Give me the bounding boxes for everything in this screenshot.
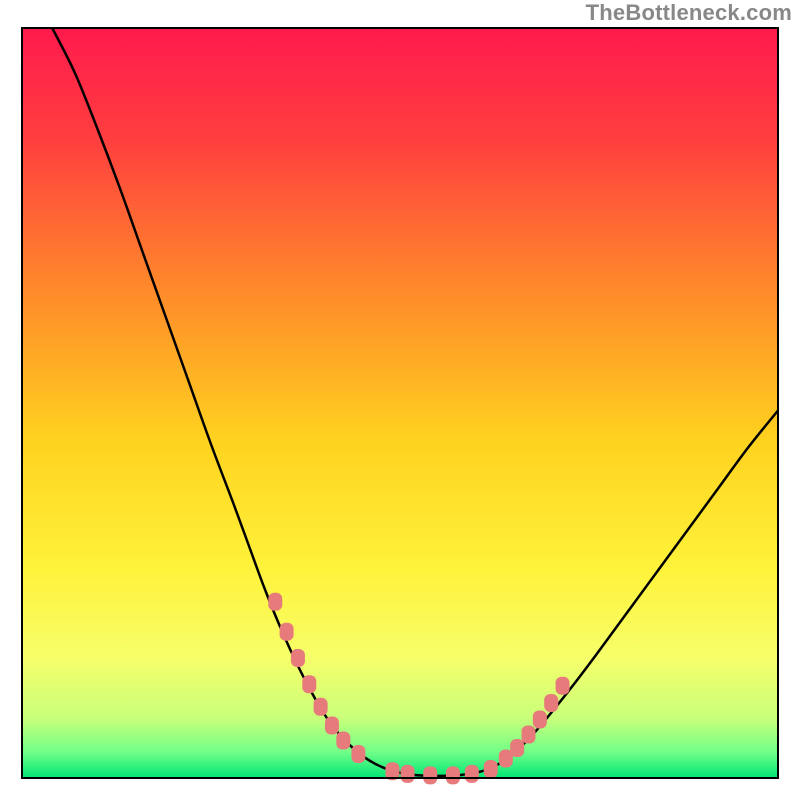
marker-bottom [446,766,460,784]
marker-bottom [465,765,479,783]
marker-bottom [484,760,498,778]
marker-left [314,698,328,716]
watermark-text: TheBottleneck.com [586,0,792,26]
chart-frame: TheBottleneck.com [0,0,800,800]
marker-right [544,694,558,712]
marker-right [556,677,570,695]
marker-left [291,649,305,667]
bottleneck-curve-chart [0,0,800,800]
marker-left [325,717,339,735]
marker-bottom [401,765,415,783]
marker-left [280,623,294,641]
marker-left [336,732,350,750]
marker-right [510,739,524,757]
marker-left [268,593,282,611]
marker-bottom [423,766,437,784]
marker-left [351,745,365,763]
plot-background [22,28,778,778]
marker-left [302,675,316,693]
marker-right [522,726,536,744]
marker-right [533,711,547,729]
